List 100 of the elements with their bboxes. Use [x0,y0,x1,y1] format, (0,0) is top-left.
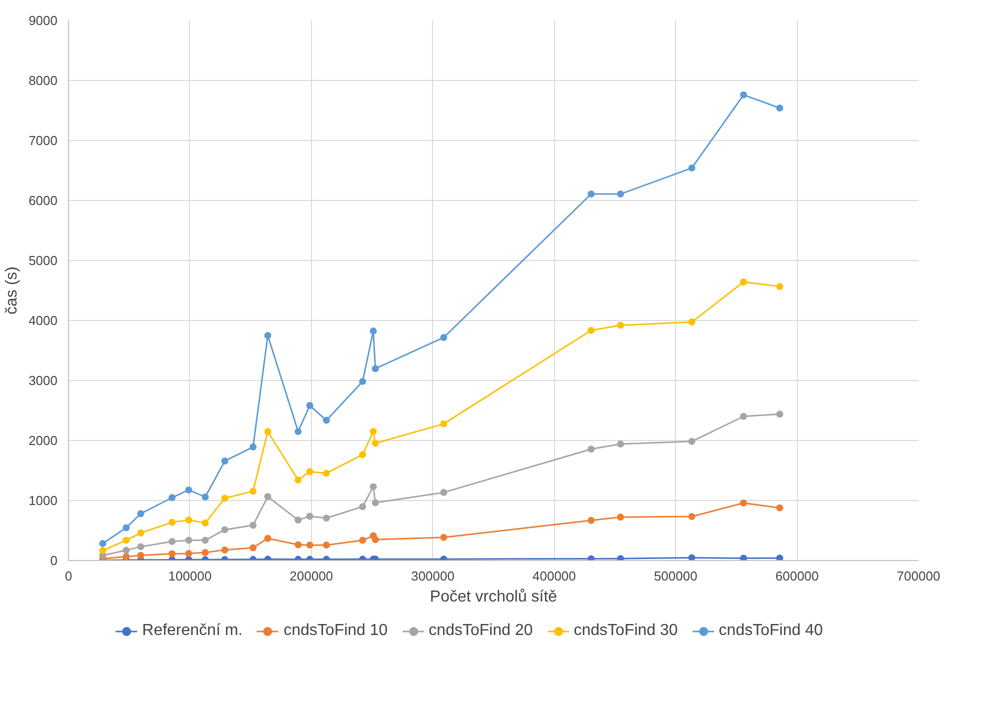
point [294,516,302,524]
point [359,503,366,510]
legend-label: cndsToFind 20 [428,622,533,640]
point [250,443,257,450]
point [202,536,209,544]
point [202,493,209,500]
legend-label: cndsToFind 10 [284,622,388,640]
point [168,550,176,558]
y-tick-label: 0 [50,553,58,568]
point [688,438,696,445]
point [688,318,696,326]
y-axis-title: čas (s) [4,266,21,314]
point [440,334,448,341]
point [264,428,272,435]
point [122,536,130,544]
point [250,522,257,529]
legend-label: cndsToFind 40 [718,622,823,640]
x-tick-label: 0 [64,568,72,584]
point [221,458,228,465]
point [617,555,624,560]
point [185,550,192,557]
x-tick-label: 100000 [168,568,212,584]
point [440,534,448,541]
point [740,412,748,420]
point [776,410,784,418]
point [688,513,696,520]
point [137,543,144,550]
point [137,529,144,536]
legend-label: Referenční m. [142,622,243,640]
point [588,555,595,560]
point [99,540,106,547]
point [617,514,624,521]
point [221,546,228,554]
point [137,510,144,518]
point [588,190,595,198]
point [306,402,314,410]
point [372,365,379,372]
y-tick-label: 4000 [28,313,58,328]
point [688,164,696,172]
y-tick-label: 1000 [28,493,58,508]
y-tick-label: 8000 [28,73,58,88]
point [359,378,366,385]
point [370,428,377,435]
point [740,91,748,98]
point [322,514,330,522]
point [221,526,228,534]
y-tick-label: 7000 [28,133,58,148]
y-tick-label: 3000 [28,373,58,388]
point [440,488,448,496]
x-tick-label: 700000 [896,568,940,584]
point [264,493,272,500]
point [99,547,106,554]
point [359,451,366,458]
point [122,524,130,532]
point [370,483,377,490]
point [122,553,130,560]
point [740,278,748,286]
x-tick-label: 200000 [290,568,334,584]
point [322,416,330,424]
point [264,534,272,542]
point [202,519,209,526]
point [306,512,314,520]
point [359,536,366,544]
point [264,332,272,340]
point [617,190,624,198]
point [776,282,784,290]
point [372,536,379,544]
point [370,328,377,335]
point [294,541,302,548]
point [185,536,192,544]
point [688,554,696,560]
point [168,538,176,546]
point [440,420,448,428]
point [588,516,595,524]
x-tick-label: 300000 [411,568,454,584]
point [168,518,176,526]
point [588,446,595,453]
y-tick-label: 6000 [28,193,58,208]
point [137,552,144,559]
point [776,554,784,560]
legend-label: cndsToFind 30 [574,622,678,640]
point [294,476,302,484]
point [776,104,784,112]
point [122,546,130,554]
point [322,470,330,477]
y-tick-label: 5000 [28,253,58,268]
x-axis-title: Počet vrcholů sítě [430,588,558,606]
point [185,486,192,494]
point [294,428,302,435]
point [322,542,330,549]
point [372,440,379,447]
point [250,544,257,552]
point [306,542,314,549]
point [221,494,228,502]
point [617,322,624,329]
point [202,549,209,556]
point [306,468,314,476]
x-tick-label: 400000 [532,568,576,584]
point [740,500,748,507]
point [250,488,257,495]
